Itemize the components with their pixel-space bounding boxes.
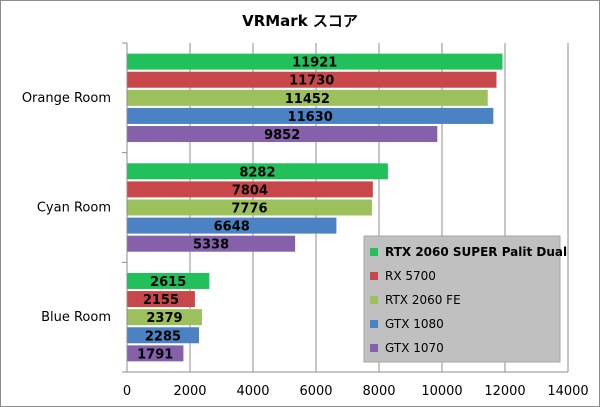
x-tick-label: 2000 bbox=[173, 384, 206, 399]
bar-value-label: 2379 bbox=[146, 311, 182, 326]
bar bbox=[127, 163, 388, 180]
bar-value-label: 11921 bbox=[292, 56, 337, 71]
category-label: Orange Room bbox=[22, 91, 111, 106]
legend-label: RTX 2060 SUPER Palit Dual bbox=[385, 245, 567, 259]
category-label: Blue Room bbox=[41, 310, 111, 325]
axes: 0 2000 4000 6000 8000 10000 12000 14000 Orange R… bbox=[22, 42, 589, 399]
legend: RTX 2060 SUPER Palit Dual RX 5700 RTX 2060… bbox=[363, 235, 567, 363]
bar-value-label: 11452 bbox=[285, 92, 330, 107]
category-label: Cyan Room bbox=[37, 201, 111, 216]
bar bbox=[127, 235, 296, 252]
legend-swatch bbox=[370, 248, 378, 256]
legend-label: GTX 1070 bbox=[385, 341, 444, 355]
bar bbox=[127, 181, 373, 198]
bar-value-label: 5338 bbox=[193, 238, 229, 253]
legend-label: GTX 1080 bbox=[385, 317, 444, 331]
bar bbox=[127, 199, 372, 216]
bar-value-label: 8282 bbox=[239, 165, 275, 180]
x-tick-label: 10000 bbox=[421, 384, 462, 399]
bar bbox=[127, 309, 202, 326]
bar-value-label: 2615 bbox=[150, 275, 186, 290]
bar bbox=[127, 345, 184, 362]
x-tick-label: 4000 bbox=[236, 384, 269, 399]
bar bbox=[127, 53, 503, 70]
x-tick-label: 8000 bbox=[362, 384, 395, 399]
legend-label: RX 5700 bbox=[385, 269, 436, 283]
bar bbox=[127, 291, 195, 308]
x-tick-label: 6000 bbox=[299, 384, 332, 399]
bar-value-label: 11730 bbox=[289, 74, 334, 89]
x-tick-label: 14000 bbox=[547, 384, 588, 399]
bar bbox=[127, 217, 337, 234]
bar-value-label: 2285 bbox=[145, 329, 181, 344]
bar bbox=[127, 327, 199, 344]
bar-value-label: 9852 bbox=[264, 128, 300, 143]
bar-value-label: 7776 bbox=[231, 202, 267, 217]
bar bbox=[127, 71, 497, 88]
bar-value-label: 6648 bbox=[214, 220, 250, 235]
bar bbox=[127, 126, 438, 143]
bar-value-label: 2155 bbox=[143, 293, 179, 308]
bar bbox=[127, 107, 494, 124]
legend-swatch bbox=[370, 320, 378, 328]
x-tick-label: 0 bbox=[123, 384, 131, 399]
legend-box bbox=[363, 235, 561, 363]
chart-title: VRMark スコア bbox=[242, 12, 358, 30]
bar-value-label: 7804 bbox=[232, 183, 268, 198]
bar-value-label: 11630 bbox=[288, 110, 333, 125]
bar-value-label: 1791 bbox=[137, 347, 173, 362]
bar bbox=[127, 89, 488, 106]
bars: 11921 11730 11452 11630 9852 8282 7804 7776 6648… bbox=[127, 53, 503, 362]
legend-label: RTX 2060 FE bbox=[385, 293, 461, 307]
bar bbox=[127, 272, 210, 289]
legend-swatch bbox=[370, 272, 378, 280]
legend-swatch bbox=[370, 296, 378, 304]
x-tick-label: 12000 bbox=[484, 384, 525, 399]
legend-swatch bbox=[370, 344, 378, 352]
